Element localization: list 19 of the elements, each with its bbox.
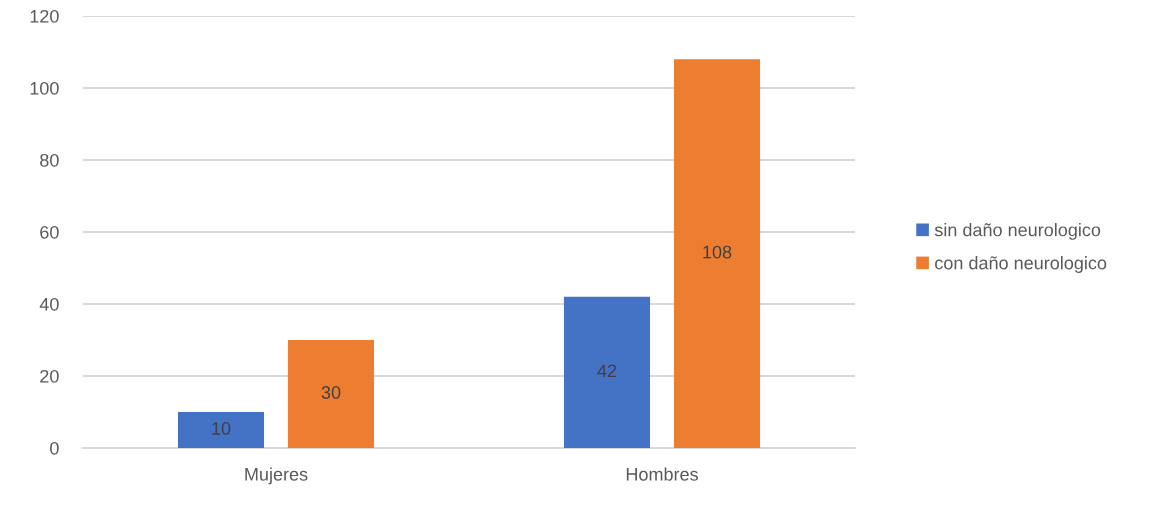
y-tick-label: 20	[40, 369, 59, 383]
data-label: 108	[703, 245, 732, 259]
y-tick-label: 120	[30, 9, 59, 23]
y-tick-label: 80	[40, 153, 59, 167]
bar	[673, 59, 761, 448]
bar	[177, 412, 265, 448]
data-label: 42	[597, 364, 617, 378]
bar	[563, 296, 651, 448]
x-tick-label: Hombres	[626, 467, 698, 481]
y-tick-label: 100	[30, 81, 59, 95]
legend-label: sin daño neurologico	[934, 223, 1101, 240]
legend-label: con daño neurologico	[935, 256, 1107, 273]
data-label: 10	[212, 422, 231, 435]
bar	[287, 340, 375, 448]
y-tick-label: 0	[50, 441, 59, 455]
y-tick-label: 60	[40, 225, 59, 239]
data-label: 30	[321, 386, 341, 399]
x-tick-label: Mujeres	[245, 467, 308, 485]
y-tick-label: 40	[39, 297, 59, 311]
